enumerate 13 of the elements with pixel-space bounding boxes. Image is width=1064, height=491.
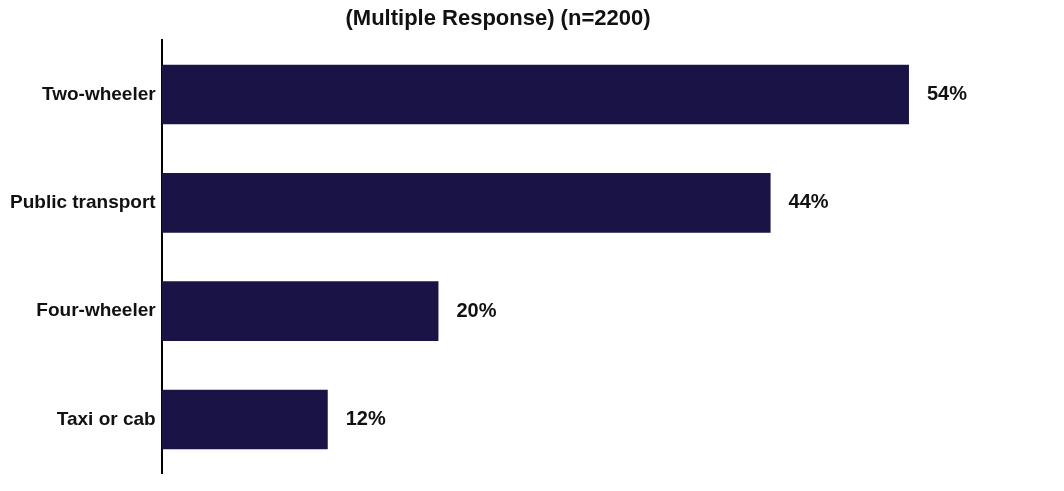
chart-title: (Multiple Response) (n=2200) — [345, 5, 651, 31]
data-label: 20% — [456, 298, 497, 321]
data-label: 44% — [788, 190, 829, 213]
y-tick-label: Taxi or cab — [56, 407, 156, 429]
bar — [161, 281, 439, 341]
y-tick-label: Two-wheeler — [42, 82, 157, 104]
y-tick-label: Public transport — [9, 191, 157, 213]
bar — [161, 173, 771, 233]
bar — [161, 389, 328, 450]
bar — [161, 64, 909, 125]
data-label: 54% — [926, 82, 968, 105]
y-tick-label: Four-wheeler — [36, 299, 157, 321]
data-label: 12% — [345, 406, 386, 429]
